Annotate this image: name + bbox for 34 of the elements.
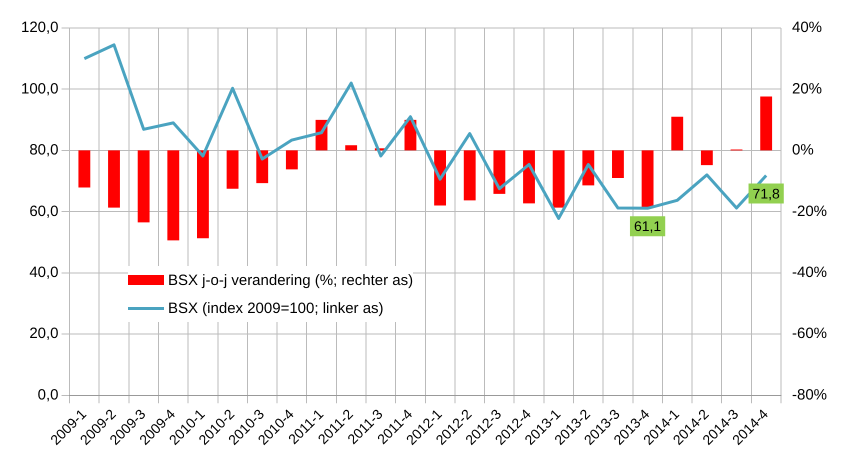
y-tick-label: 100,0 xyxy=(20,80,59,98)
bar xyxy=(78,150,90,188)
y-tick-label: 60,0 xyxy=(29,202,59,220)
y2-tick-label: -60% xyxy=(792,325,828,342)
bar xyxy=(552,150,565,208)
y2-tick-label: 0% xyxy=(792,142,814,159)
annotation: 61,1 xyxy=(634,218,662,234)
bar xyxy=(197,150,209,238)
y2-tick-label: 20% xyxy=(792,80,822,98)
legend-label: BSX (index 2009=100; linker as) xyxy=(168,300,384,316)
y-tick-label: 20,0 xyxy=(29,325,59,342)
bar xyxy=(642,150,654,208)
bar xyxy=(700,150,713,166)
bar xyxy=(671,116,684,150)
bar xyxy=(167,150,180,240)
annotation: 71,8 xyxy=(752,185,780,202)
y2-tick-label: 40% xyxy=(792,19,822,36)
bar xyxy=(464,150,476,200)
bar xyxy=(138,150,150,222)
y-tick-label: 40,0 xyxy=(29,264,59,282)
bar xyxy=(612,150,624,178)
bar xyxy=(523,150,535,204)
bar xyxy=(226,150,239,189)
bar xyxy=(286,150,298,170)
y2-tick-label: -40% xyxy=(792,264,828,282)
y2-tick-label: -80% xyxy=(792,386,828,404)
bar xyxy=(345,145,358,150)
y-tick-label: 0,0 xyxy=(38,386,59,404)
y-tick-label: 80,0 xyxy=(29,142,59,159)
legend-label: BSX j-o-j verandering (%; rechter as) xyxy=(168,272,414,288)
y2-tick-label: -20% xyxy=(792,202,828,220)
bar xyxy=(108,150,120,208)
bar xyxy=(760,96,772,150)
y-tick-label: 120,0 xyxy=(20,19,59,36)
